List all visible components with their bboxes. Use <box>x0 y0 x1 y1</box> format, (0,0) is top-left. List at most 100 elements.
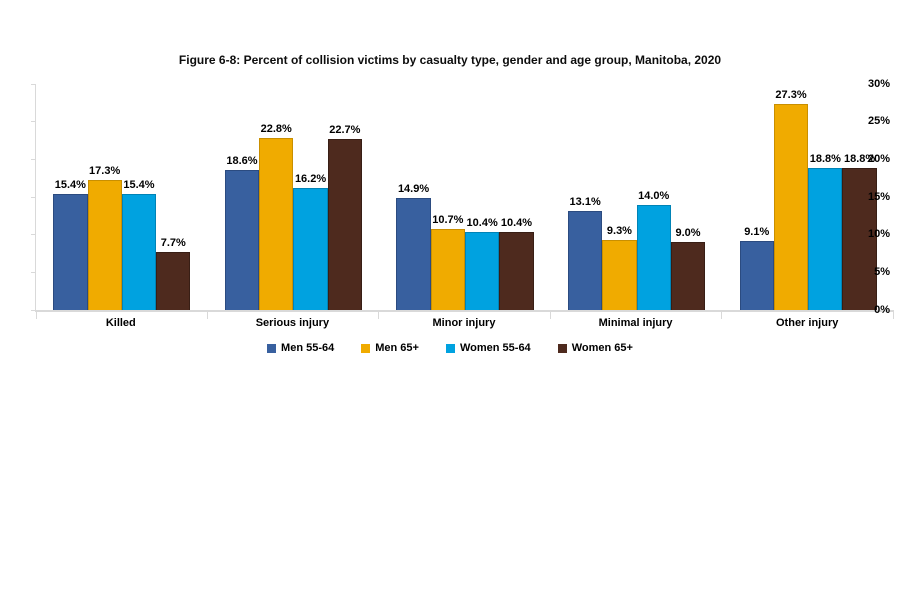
chart-title: Figure 6-8: Percent of collision victims… <box>178 53 722 67</box>
legend-swatch-icon <box>557 343 567 353</box>
legend-swatch-icon <box>445 343 455 353</box>
bar-column-women-65-minor-injury: 10.4% <box>499 84 534 310</box>
bar-men-65-other-injury <box>773 104 809 310</box>
bar-value-label: 14.9% <box>397 182 430 195</box>
bar-men-55-64-other-injury <box>739 241 774 310</box>
bar-men-65-killed <box>87 179 122 310</box>
bar-women-65-minor-injury <box>499 231 534 310</box>
bar-men-65-serious-injury <box>259 138 294 310</box>
bar-column-men-65-serious-injury: 22.8% <box>259 84 294 310</box>
legend-label: Men 65+ <box>375 342 419 354</box>
y-axis-tick-label: 5% <box>874 265 890 278</box>
y-axis-tick-label: 10% <box>867 228 890 241</box>
bar-men-55-64-serious-injury <box>224 169 260 310</box>
y-axis-tick-mark <box>31 83 36 85</box>
x-axis-tick-mark <box>721 312 723 319</box>
bar-group-other-injury: 9.1% 27.3% 18.8% 18.8% <box>722 84 894 310</box>
x-axis-tick-mark <box>893 312 894 319</box>
bar-women-65-killed <box>156 252 191 310</box>
bar-value-label: 10.4% <box>500 216 533 229</box>
bar-column-women-65-serious-injury: 22.7% <box>327 84 362 310</box>
bar-column-men-55-64-serious-injury: 18.6% <box>224 84 260 310</box>
x-axis-category-label: Other injury <box>776 317 839 329</box>
bar-value-label: 7.7% <box>160 237 186 249</box>
x-axis-category-label: Killed <box>105 317 136 329</box>
x-axis-category-label: Serious injury <box>255 317 330 329</box>
bar-men-65-minor-injury <box>430 229 465 310</box>
x-axis-tick-mark <box>549 312 551 319</box>
y-axis-tick-label: 0% <box>874 303 890 316</box>
bar-group-killed: 15.4% 17.3% 15.4% 7.7% <box>36 84 208 310</box>
bar-column-women-65-killed: 7.7% <box>156 84 191 310</box>
y-axis-tick-mark <box>31 309 36 311</box>
bar-value-label: 16.2% <box>294 172 327 185</box>
bar-groups: 15.4% 17.3% 15.4% 7.7% 18.6% 22.8% 16.2% 22.7% 1… <box>36 84 894 310</box>
bar-value-label: 15.4% <box>123 179 155 191</box>
bar-column-men-55-64-minimal-injury: 13.1% <box>567 84 603 310</box>
legend-item-women-55-64: Women 55-64 <box>445 342 531 354</box>
y-axis-tick-mark <box>31 196 36 198</box>
x-axis-tick-mark <box>206 312 208 319</box>
bar-column-men-55-64-minor-injury: 14.9% <box>396 84 431 310</box>
legend-item-women-65: Women 65+ <box>557 342 633 354</box>
bar-women-55-64-other-injury <box>808 168 843 310</box>
x-axis-category-label: Minor injury <box>432 317 496 329</box>
legend: Men 55-64 Men 65+ Women 55-64 Women 65+ <box>0 342 900 354</box>
legend-swatch-icon <box>361 343 371 353</box>
bar-value-label: 18.8% <box>844 153 876 166</box>
bar-men-55-64-minimal-injury <box>567 211 603 310</box>
y-axis-tick-label: 20% <box>867 152 890 165</box>
bar-value-label: 27.3% <box>775 89 807 102</box>
bar-value-label: 18.6% <box>226 154 258 167</box>
bar-women-55-64-serious-injury <box>293 187 328 310</box>
bar-women-65-minimal-injury <box>670 242 706 310</box>
y-axis-tick-mark <box>31 271 36 273</box>
bar-value-label: 9.1% <box>744 226 770 239</box>
legend-label: Men 55-64 <box>281 342 335 354</box>
y-axis-tick-label: 15% <box>867 190 890 203</box>
bar-group-minor-injury: 14.9% 10.7% 10.4% 10.4% <box>379 84 551 310</box>
bar-group-serious-injury: 18.6% 22.8% 16.2% 22.7% <box>208 84 380 310</box>
bar-women-55-64-minor-injury <box>464 231 500 310</box>
bar-column-men-65-killed: 17.3% <box>87 84 122 310</box>
bar-column-men-65-other-injury: 27.3% <box>773 84 809 310</box>
y-axis-tick-mark <box>31 158 36 160</box>
bar-women-55-64-minimal-injury <box>636 204 671 310</box>
bar-column-women-55-64-other-injury: 18.8% <box>808 84 843 310</box>
legend-item-men-55-64: Men 55-64 <box>267 342 334 354</box>
bar-column-men-65-minor-injury: 10.7% <box>430 84 465 310</box>
bar-column-women-65-minimal-injury: 9.0% <box>670 84 706 310</box>
y-axis-tick-mark <box>31 121 36 123</box>
bar-column-men-55-64-other-injury: 9.1% <box>739 84 774 310</box>
y-axis-tick-mark <box>31 234 36 236</box>
legend-swatch-icon <box>267 343 277 353</box>
bar-column-women-55-64-killed: 15.4% <box>121 84 157 310</box>
legend-label: Women 55-64 <box>459 342 531 354</box>
y-axis-tick-label: 30% <box>867 77 890 90</box>
x-axis-category-label: Minimal injury <box>598 317 673 329</box>
bar-men-55-64-killed <box>53 194 88 310</box>
x-axis-tick-mark <box>36 312 37 319</box>
bar-men-65-minimal-injury <box>602 239 637 310</box>
bar-value-label: 17.3% <box>89 164 121 177</box>
bar-women-55-64-killed <box>121 194 157 310</box>
bar-value-label: 10.7% <box>432 214 464 227</box>
x-axis-category-labels: Killed Serious injury Minor injury Minimal … <box>35 316 893 330</box>
bar-value-label: 15.4% <box>54 179 86 191</box>
bar-column-men-55-64-killed: 15.4% <box>53 84 88 310</box>
bar-value-label: 14.0% <box>638 189 670 202</box>
bar-group-minimal-injury: 13.1% 9.3% 14.0% 9.0% <box>551 84 723 310</box>
bar-column-women-55-64-minor-injury: 10.4% <box>464 84 500 310</box>
legend-label: Women 65+ <box>571 342 633 354</box>
legend-item-men-65: Men 65+ <box>361 342 419 354</box>
bar-column-men-65-minimal-injury: 9.3% <box>602 84 637 310</box>
bar-column-women-55-64-minimal-injury: 14.0% <box>636 84 671 310</box>
x-axis-tick-mark <box>378 312 380 319</box>
bar-value-label: 9.0% <box>675 227 701 240</box>
bar-value-label: 18.8% <box>809 153 841 166</box>
bar-women-65-other-injury <box>842 168 877 310</box>
bar-value-label: 22.8% <box>260 123 292 136</box>
bar-value-label: 9.3% <box>606 224 632 237</box>
plot-area: 15.4% 17.3% 15.4% 7.7% 18.6% 22.8% 16.2% 22.7% 1… <box>31 83 894 319</box>
